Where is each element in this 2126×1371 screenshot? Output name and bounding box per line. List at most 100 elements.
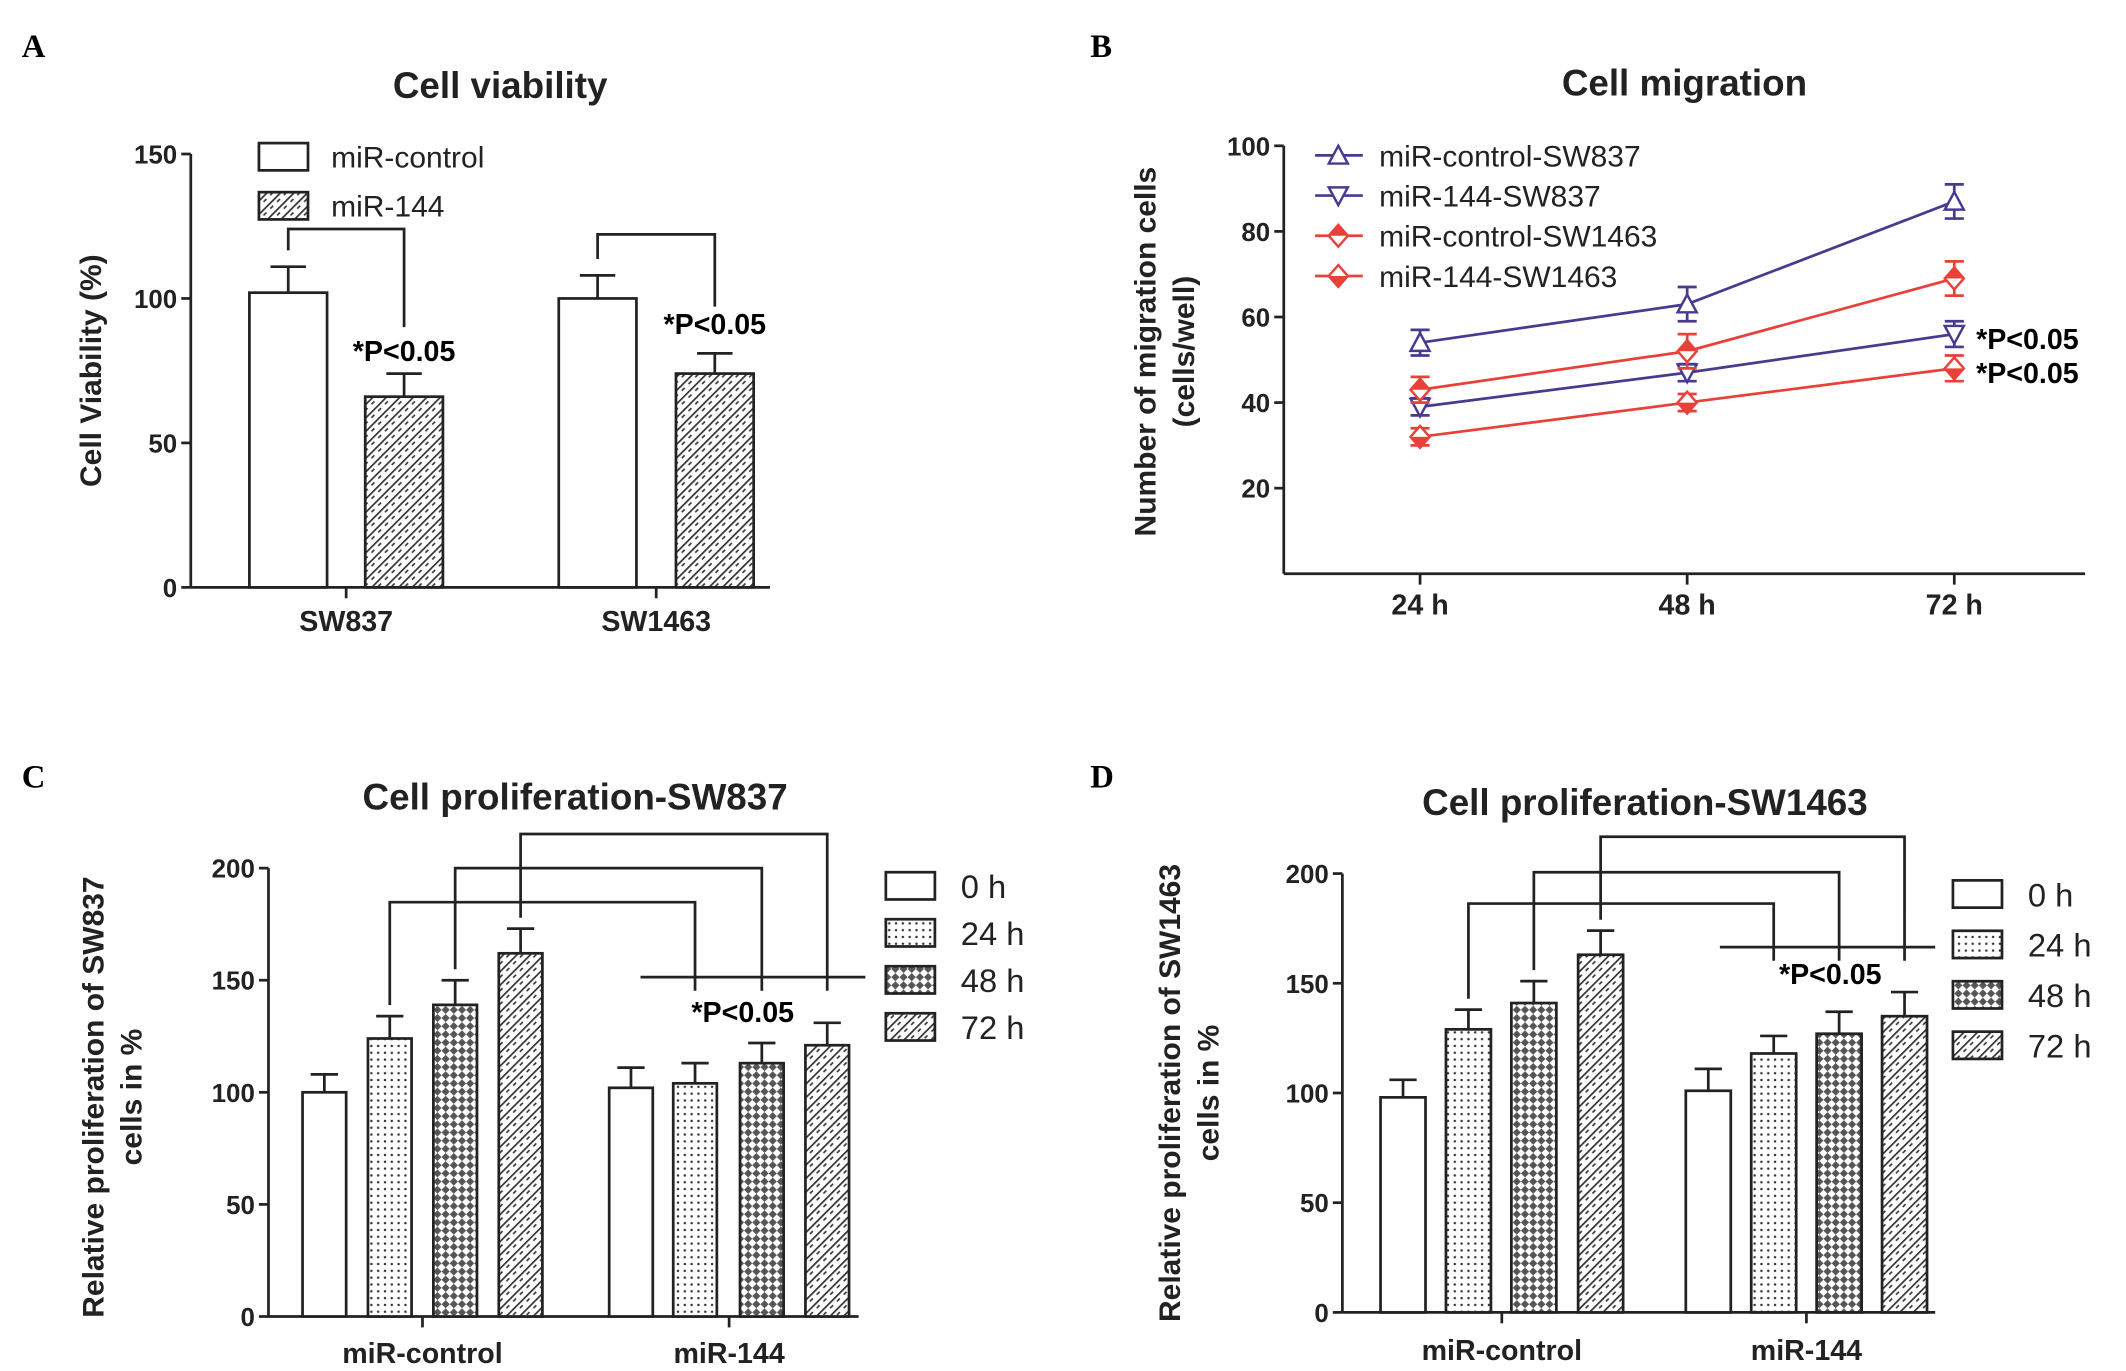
y-tick-label: 50 <box>148 430 177 458</box>
chart-title: Cell proliferation-SW837 <box>363 777 788 818</box>
y-tick-label: 200 <box>212 856 255 884</box>
bar-24 h <box>1749 1052 1798 1314</box>
legend-label: miR-144-SW837 <box>1379 180 1601 213</box>
legend-label: 72 h <box>2028 1028 2092 1065</box>
bar-72 h <box>1880 1014 1929 1314</box>
legend-label: 0 h <box>2028 876 2073 913</box>
legend-label: miR-control-SW1463 <box>1379 221 1657 254</box>
bar-24 h <box>1444 1027 1493 1314</box>
y-tick-label: 100 <box>134 286 177 314</box>
diamond-half <box>1677 402 1697 414</box>
legend-label: miR-control-SW837 <box>1379 140 1640 173</box>
legend-swatch <box>884 917 937 948</box>
y-axis-label-line: Relative proliferation of SW837 <box>78 876 111 1317</box>
significance-bracket <box>1599 835 1906 961</box>
marker-triangle-down <box>1942 324 1966 347</box>
chart-proliferation-sw837: 0 50 100 150 200 Cell proliferation-SW837 Rela… <box>78 777 1025 1370</box>
y-tick-label: 0 <box>1314 1300 1328 1328</box>
bar-48 h <box>1510 1001 1558 1314</box>
legend-label: miR-144 <box>331 191 444 224</box>
significance-bracket <box>388 900 697 1006</box>
chart-cell-migration: 20 40 60 80 100 Cell migration Number of migra… <box>1130 62 2086 622</box>
diamond-half <box>1410 436 1430 448</box>
y-tick-label: 60 <box>1241 305 1270 333</box>
y-tick-label: 40 <box>1241 390 1270 418</box>
bar-72 h <box>497 951 544 1318</box>
legend-label: miR-control <box>331 142 484 175</box>
marker-diamond <box>1676 389 1699 416</box>
bar-miR-144 <box>674 372 756 589</box>
legend-swatch <box>257 190 310 221</box>
y-axis-label: Number of migration cells (cells/well) <box>1130 167 1201 537</box>
x-category-label: 72 h <box>1926 590 1983 622</box>
y-axis-label-line: Relative proliferation of SW1463 <box>1154 864 1187 1322</box>
diamond-half <box>1944 368 1964 380</box>
bar-72 h <box>804 1043 851 1318</box>
marker-diamond <box>1408 424 1432 450</box>
y-tick-label: 200 <box>1286 861 1329 889</box>
bar-0 h <box>607 1086 655 1318</box>
legend-swatch <box>884 870 937 901</box>
significance-bracket <box>286 227 406 328</box>
diamond-half <box>1410 378 1430 390</box>
legend-swatch <box>1951 879 2004 910</box>
legend-swatch <box>1951 979 2004 1010</box>
series-miR-control-SW1463 <box>1408 260 1966 404</box>
y-tick-label: 20 <box>1241 476 1270 504</box>
legend-swatch <box>1951 1030 2004 1061</box>
bar-0 h <box>301 1090 348 1318</box>
series-miR-144-SW1463 <box>1408 354 1966 450</box>
x-category-label: SW1463 <box>601 606 711 638</box>
y-axis-label-line: Number of migration cells <box>1130 167 1163 537</box>
y-axis-label-line: cells in % <box>116 1029 149 1166</box>
y-tick-label: 50 <box>226 1192 255 1220</box>
bar-48 h <box>738 1061 785 1318</box>
diamond-half <box>1677 340 1697 352</box>
chart-title: Cell viability <box>393 65 608 106</box>
significance-label: *P<0.05 <box>1779 959 1882 991</box>
x-category-label: 48 h <box>1659 590 1716 622</box>
significance-bracket <box>1467 902 1776 999</box>
y-tick-label: 100 <box>1227 133 1270 161</box>
bar-0 h <box>1684 1089 1733 1314</box>
legend-label: 48 h <box>961 962 1025 999</box>
y-tick-label: 150 <box>212 968 255 996</box>
panel-label-a: A <box>22 29 46 65</box>
significance-label: *P<0.05 <box>1976 358 2079 390</box>
y-axis-label-line: cells in % <box>1192 1025 1225 1162</box>
legend-swatch <box>884 1011 937 1042</box>
significance-label: *P<0.05 <box>663 309 766 341</box>
bar-miR-control <box>557 297 638 589</box>
legend-label: 24 h <box>961 915 1025 952</box>
marker-triangle-up <box>1942 189 1966 211</box>
marker-diamond <box>1943 265 1966 292</box>
y-tick-label: 50 <box>1300 1190 1329 1218</box>
y-axis-label: Relative proliferation of SW1463 cells in… <box>1154 864 1225 1322</box>
marker-diamond <box>1327 263 1350 289</box>
x-category-label: miR-control <box>342 1338 503 1370</box>
legend-swatch <box>257 141 310 172</box>
marker-triangle-up <box>1326 143 1350 165</box>
chart-proliferation-sw1463: 0 50 100 150 200 Cell proliferation-SW1463 Rel… <box>1154 782 2091 1367</box>
significance-label: *P<0.05 <box>353 336 456 368</box>
y-tick-label: 0 <box>240 1304 254 1332</box>
diamond-half <box>1944 267 1964 279</box>
marker-diamond <box>1676 338 1699 364</box>
bar-48 h <box>1815 1032 1863 1314</box>
significance-bracket <box>519 832 829 991</box>
x-category-label: SW837 <box>299 606 393 638</box>
y-tick-label: 100 <box>1286 1081 1329 1109</box>
y-tick-label: 0 <box>163 575 177 603</box>
significance-bracket <box>596 233 717 307</box>
y-axis-label: Cell Viability (%) <box>75 254 108 487</box>
marker-diamond <box>1327 223 1350 249</box>
bar-72 h <box>1576 953 1625 1314</box>
x-category-label: miR-control <box>1422 1335 1583 1367</box>
marker-triangle-up <box>1408 330 1432 353</box>
bar-24 h <box>671 1081 719 1318</box>
significance-label: *P<0.05 <box>691 997 794 1029</box>
marker-triangle-up <box>1675 292 1699 314</box>
legend-label: 48 h <box>2028 977 2092 1014</box>
bar-miR-144 <box>363 395 445 589</box>
bar-24 h <box>366 1037 413 1318</box>
